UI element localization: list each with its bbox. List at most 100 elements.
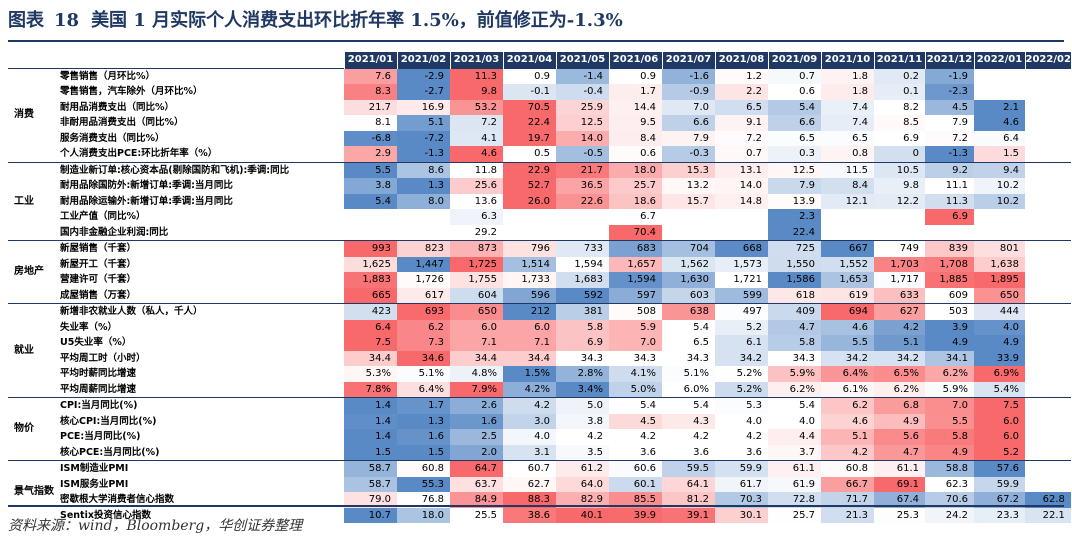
value-cell xyxy=(1025,366,1071,382)
value-cell: 10.2 xyxy=(974,193,1025,209)
value-cell: 1,586 xyxy=(768,272,821,288)
value-cell: 18.0 xyxy=(397,507,450,523)
value-cell: 1.5 xyxy=(397,444,450,461)
column-header: 2021/07 xyxy=(661,52,715,68)
value-cell: 665 xyxy=(344,287,397,304)
value-cell: 8.4 xyxy=(821,178,874,194)
value-cell xyxy=(974,209,1025,225)
value-cell: -0.1 xyxy=(503,84,556,100)
table-row: 就业 新增非农就业人数（私人，千人） 423 693 650 212 381 508 638 49… xyxy=(8,303,1071,398)
value-cell: 597 xyxy=(609,287,662,304)
value-cell xyxy=(1025,131,1071,147)
indicator-label: U5失业率（%） xyxy=(60,337,132,348)
value-cell xyxy=(874,209,925,225)
value-cell xyxy=(1025,272,1071,288)
value-cell: 0.9 xyxy=(503,67,556,84)
value-cell: 604 xyxy=(450,287,503,304)
value-cell: 7.0 xyxy=(925,397,974,414)
value-cell: 6.4% xyxy=(397,381,450,398)
value-cell: 76.8 xyxy=(397,492,450,508)
value-cell xyxy=(1025,84,1071,100)
indicator-label: 耐用品除运输外:新增订单:季调:当月同比 xyxy=(60,195,233,207)
table-row: 营建许可（千套） 1,883 1,726 1,755 1,733 1,683 1,594 1,… xyxy=(8,272,1071,288)
value-cell: 667 xyxy=(821,240,874,257)
value-cell: 6.5 xyxy=(662,335,715,351)
value-cell: 13.9 xyxy=(768,193,821,209)
value-cell: 14.0 xyxy=(556,130,609,146)
indicator-label: 新增非农就业人数（私人，千人） xyxy=(54,303,344,320)
value-cell xyxy=(662,225,715,241)
value-cell: 81.2 xyxy=(662,492,715,508)
value-cell: 444 xyxy=(974,303,1025,320)
value-cell: 3.7 xyxy=(768,444,821,461)
indicator-label: CPI:当月同比(%) xyxy=(54,397,344,414)
figure-title-text: 美国 1 月实际个人消费支出环比折年率 1.5%，前值修正为-1.3% xyxy=(91,10,623,31)
table-row: Sentix投资信心指数 10.7 18.0 25.5 38.6 40.1 39.9 39.1… xyxy=(8,507,1071,523)
value-cell: 5.1% xyxy=(662,366,715,382)
value-cell: 4.6 xyxy=(974,115,1025,131)
value-cell: 1.5 xyxy=(344,444,397,461)
value-cell: -1.3 xyxy=(397,146,450,162)
value-cell: 23.3 xyxy=(974,507,1025,523)
value-cell: 84.9 xyxy=(450,492,503,508)
value-cell xyxy=(1025,115,1071,131)
value-cell: 25.5 xyxy=(450,507,503,523)
value-cell: 1,895 xyxy=(974,272,1025,288)
value-cell xyxy=(715,225,768,241)
category-label: 就业 xyxy=(8,303,54,398)
value-cell: 1,594 xyxy=(609,272,662,288)
value-cell: 5.4% xyxy=(974,381,1025,398)
table-row: 成屋销售（万套） 665 617 604 596 592 597 603 599 618 619 63… xyxy=(8,287,1071,304)
value-cell: 25.3 xyxy=(874,507,925,523)
indicator-label: PCE:当月同比(%) xyxy=(60,431,141,442)
value-cell: 12.1 xyxy=(821,193,874,209)
value-cell: 12.5 xyxy=(556,115,609,131)
value-cell: 60.7 xyxy=(503,460,556,477)
column-header: 2022/02 xyxy=(1024,52,1071,68)
value-cell: 14.0 xyxy=(715,178,768,194)
table-row: 物价 CPI:当月同比(%) 1.4 1.7 2.6 4.2 5.0 5.4 5.4 5.3 5.4… xyxy=(8,397,1071,461)
value-cell xyxy=(1025,429,1071,445)
value-cell: 1,514 xyxy=(503,256,556,272)
value-cell xyxy=(1025,382,1071,398)
value-cell: 5.1% xyxy=(397,366,450,382)
indicator-label: 核心CPI:当月同比(%) xyxy=(60,415,157,427)
value-cell: 5.1 xyxy=(821,429,874,445)
value-cell xyxy=(1025,320,1071,336)
value-cell xyxy=(1025,240,1071,257)
value-cell: -6.8 xyxy=(344,130,397,146)
value-cell xyxy=(1025,288,1071,304)
value-cell: 5.4 xyxy=(344,193,397,209)
indicator-label: Sentix投资信心指数 xyxy=(60,509,151,521)
value-cell: 34.6 xyxy=(397,350,450,366)
value-cell: 4.9 xyxy=(925,444,974,461)
value-cell: 71.7 xyxy=(821,492,874,508)
value-cell: 58.7 xyxy=(344,460,397,477)
value-cell: 5.8 xyxy=(556,319,609,335)
indicator-label: ISM服务业PMI xyxy=(60,478,129,490)
value-cell: 7.9% xyxy=(450,381,503,398)
top-rule xyxy=(8,40,1064,42)
value-cell: 1,708 xyxy=(925,256,974,272)
value-cell: 1.5 xyxy=(974,146,1025,162)
indicator-label: ISM制造业PMI xyxy=(54,460,344,477)
indicator-label: 零售销售，汽车除外（月环比%） xyxy=(60,86,203,97)
value-cell: 1.7 xyxy=(397,397,450,414)
value-cell: 627 xyxy=(874,303,925,320)
value-cell: 683 xyxy=(609,240,662,257)
value-cell xyxy=(1025,303,1071,320)
table-row: 服务消费支出（同比%） -6.8 -7.2 4.1 19.7 14.0 8.4 7.9 7.2 6… xyxy=(8,130,1071,147)
value-cell: 21.7 xyxy=(344,99,397,115)
value-cell: 7.0 xyxy=(662,99,715,115)
column-header: 2021/06 xyxy=(608,52,662,68)
value-cell: 6.2% xyxy=(768,381,821,398)
value-cell: 36.5 xyxy=(556,178,609,194)
value-cell: 4.2 xyxy=(503,397,556,414)
value-cell: 34.3 xyxy=(768,350,821,366)
value-cell: 64.1 xyxy=(662,476,715,492)
value-cell: 409 xyxy=(768,303,821,320)
value-cell: 58.8 xyxy=(925,460,974,477)
figure-label: 图表 xyxy=(8,10,44,31)
value-cell: 6.5 xyxy=(768,130,821,146)
value-cell: 1,594 xyxy=(556,256,609,272)
